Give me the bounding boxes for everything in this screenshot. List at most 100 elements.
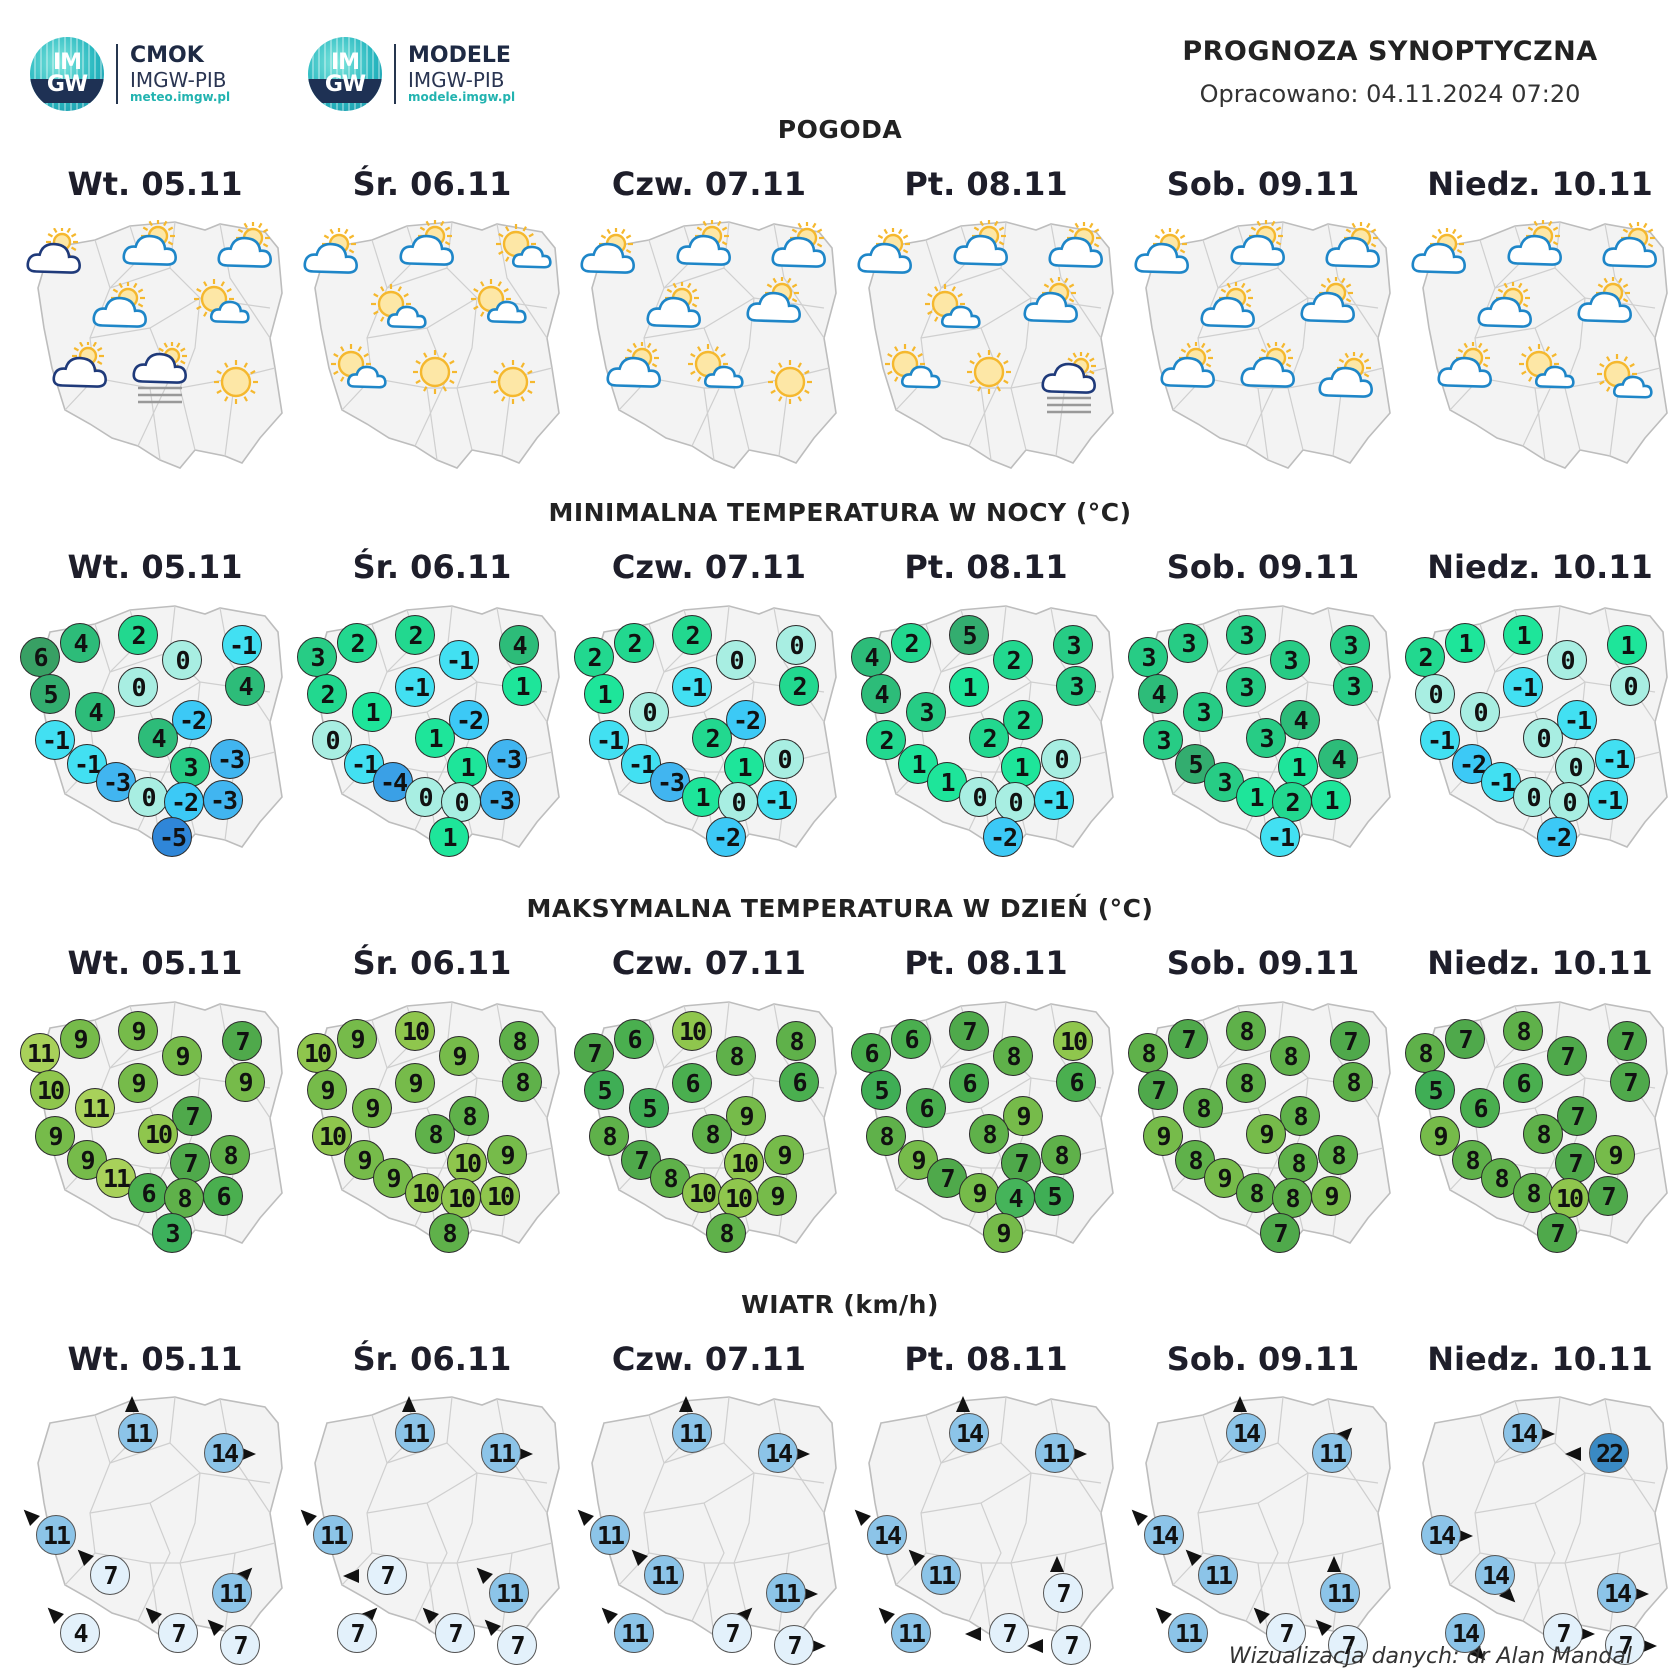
- tmax-marker: 10: [480, 1176, 520, 1216]
- tmin-marker: 1: [415, 718, 455, 758]
- tmin-marker: -1: [1557, 700, 1597, 740]
- wind-marker: 11: [1035, 1433, 1075, 1473]
- tmax-marker: 8: [1236, 1173, 1276, 1213]
- tmax-marker: 5: [1415, 1070, 1455, 1110]
- tmax-marker: 8: [1318, 1135, 1358, 1175]
- tmax-marker: 8: [706, 1213, 746, 1253]
- tmin-marker: -1: [1588, 780, 1628, 820]
- logo-cmok-name: CMOK: [130, 43, 204, 69]
- tmin-marker: 0: [718, 782, 758, 822]
- tmin-marker: -1: [395, 667, 435, 707]
- tmin-marker: 0: [128, 777, 168, 817]
- tmax-marker: 10: [682, 1173, 722, 1213]
- tmax-marker: 9: [1595, 1135, 1635, 1175]
- wind-marker: 11: [921, 1555, 961, 1595]
- tmin-marker: 1: [1278, 747, 1318, 787]
- tmin-marker: 4: [75, 692, 115, 732]
- tmax-marker: 8: [449, 1096, 489, 1136]
- tmin-marker: -3: [210, 739, 250, 779]
- section-title-wind: WIATR (km/h): [741, 1290, 939, 1319]
- tmin-marker: 1: [724, 747, 764, 787]
- tmin-marker: 4: [138, 718, 178, 758]
- wind-direction-arrow-icon: [956, 1396, 970, 1412]
- tmin-marker: -2: [164, 782, 204, 822]
- tmax-marker: 9: [307, 1070, 347, 1110]
- tmin-marker: 3: [1246, 718, 1286, 758]
- tmax-marker: 8: [1278, 1143, 1318, 1183]
- tmax-marker: 9: [118, 1011, 158, 1051]
- tmin-marker: -3: [203, 780, 243, 820]
- tmin-marker: -2: [449, 700, 489, 740]
- tmin-marker: 2: [692, 718, 732, 758]
- tmax-marker: 9: [764, 1135, 804, 1175]
- day-label: Pt. 08.11: [904, 548, 1068, 586]
- tmax-marker: 10: [395, 1011, 435, 1051]
- wind-map: 14 14 22 14 14 14 7 7: [1405, 1393, 1675, 1666]
- poland-map-outline: [314, 221, 560, 469]
- day-label: Pt. 08.11: [904, 1340, 1068, 1378]
- tmin-marker: 4: [1318, 739, 1358, 779]
- tmin-marker: -2: [172, 700, 212, 740]
- wind-map: 14 14 11 11 11 11 7 7: [1126, 1393, 1398, 1665]
- tmin-marker: 0: [1547, 640, 1587, 680]
- tmax-marker: 9: [757, 1176, 797, 1216]
- tmin-marker: 3: [170, 747, 210, 787]
- logo-cmok: IM GW CMOK IMGW-PIB meteo.imgw.pl: [30, 37, 231, 111]
- tmax-marker: 7: [1330, 1021, 1370, 1061]
- tmax-marker: 9: [225, 1062, 265, 1102]
- weather-map: [1128, 218, 1398, 478]
- tmax-marker: 7: [1537, 1213, 1577, 1253]
- logo-modele-org: IMGW-PIB: [408, 67, 505, 92]
- tmax-marker: 7: [222, 1021, 262, 1061]
- tmax-marker: 8: [1272, 1178, 1312, 1218]
- tmax-marker: 6: [672, 1063, 712, 1103]
- tmax-marker: 9: [337, 1019, 377, 1059]
- logo-modele-url[interactable]: modele.imgw.pl: [408, 89, 516, 104]
- day-label: Sob. 09.11: [1166, 944, 1360, 982]
- tmin-marker: -3: [487, 739, 527, 779]
- day-label: Niedz. 10.11: [1427, 944, 1653, 982]
- wind-marker: 14: [204, 1433, 244, 1473]
- day-label: Śr. 06.11: [352, 548, 512, 586]
- wind-marker: 11: [1168, 1613, 1208, 1653]
- day-label: Czw. 07.11: [611, 165, 807, 203]
- wind-direction-arrow-icon: [679, 1396, 693, 1412]
- tmin-marker: 0: [629, 692, 669, 732]
- tmax-marker: 7: [1607, 1021, 1647, 1061]
- tmax-map: 8 7 8 7 7 5 6 6 7 7 9 8 8 7 9 8 8 10 7 7: [1405, 998, 1675, 1258]
- tmin-marker: 3: [1168, 623, 1208, 663]
- wind-marker: 7: [712, 1613, 752, 1653]
- day-label: Wt. 05.11: [67, 944, 243, 982]
- tmax-marker: 10: [718, 1178, 758, 1218]
- wind-direction-arrow-icon: [794, 1447, 810, 1461]
- wind-marker: 11: [1320, 1573, 1360, 1613]
- tmax-marker: 9: [1311, 1176, 1351, 1216]
- tmax-marker: 6: [1056, 1062, 1096, 1102]
- tmin-marker: 0: [959, 777, 999, 817]
- tmax-marker: 10: [312, 1116, 352, 1156]
- tmin-marker: 4: [1280, 700, 1320, 740]
- page-subtitle: Opracowano: 04.11.2024 07:20: [1199, 80, 1581, 108]
- tmin-marker: 4: [851, 637, 891, 677]
- tmax-marker: 7: [1001, 1143, 1041, 1183]
- wind-marker: 7: [1328, 1625, 1368, 1665]
- tmax-marker: 10: [447, 1143, 487, 1183]
- logo-cmok-url[interactable]: meteo.imgw.pl: [130, 89, 231, 104]
- day-label: Wt. 05.11: [67, 165, 243, 203]
- tmax-marker: 8: [1270, 1036, 1310, 1076]
- tmax-marker: 5: [861, 1070, 901, 1110]
- wind-direction-arrow-icon: [1327, 1556, 1341, 1572]
- tmin-marker: 4: [499, 625, 539, 665]
- wind-direction-arrow-icon: [810, 1639, 826, 1653]
- tmin-marker: 1: [949, 667, 989, 707]
- tmax-marker: 8: [776, 1021, 816, 1061]
- wind-marker: 11: [891, 1613, 931, 1653]
- tmax-marker: 9: [344, 1140, 384, 1180]
- tmax-marker: 6: [779, 1062, 819, 1102]
- day-label: Niedz. 10.11: [1427, 165, 1653, 203]
- wind-marker: 11: [590, 1515, 630, 1555]
- wind-marker: 7: [989, 1613, 1029, 1653]
- tmax-marker: 7: [1138, 1070, 1178, 1110]
- tmin-marker: 3: [1056, 666, 1096, 706]
- wind-marker: 11: [644, 1555, 684, 1595]
